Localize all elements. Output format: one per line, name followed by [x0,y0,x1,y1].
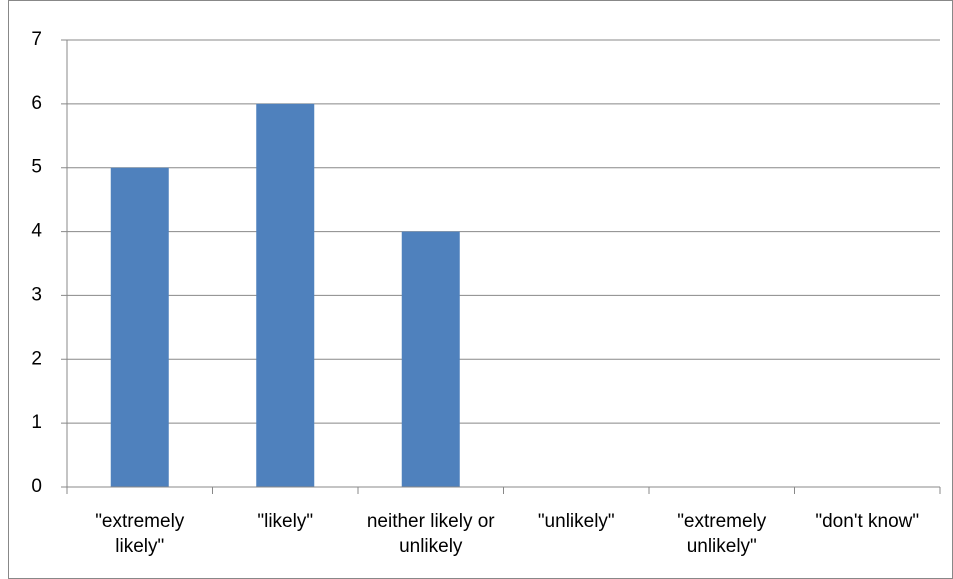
x-tick-label: "extremely likely" [95,511,185,557]
y-tick-label: 7 [31,29,42,50]
bar [401,231,460,487]
y-tick-label: 1 [31,412,42,433]
y-tick-label: 3 [31,284,42,305]
y-tick-label: 6 [31,93,42,114]
y-tick-label: 2 [31,348,42,369]
x-tick-label: neither likely or unlikely [366,511,495,557]
bar [256,103,315,487]
x-tick-label: "don't know" [815,511,920,532]
y-tick-label: 5 [31,157,42,178]
bar [110,167,169,487]
x-tick-label: "extremely unlikely" [677,511,767,557]
y-tick-label: 4 [31,221,42,242]
x-tick-label: "unlikely" [537,511,615,532]
x-tick-label: "likely" [257,511,314,532]
y-tick-label: 0 [31,476,42,497]
